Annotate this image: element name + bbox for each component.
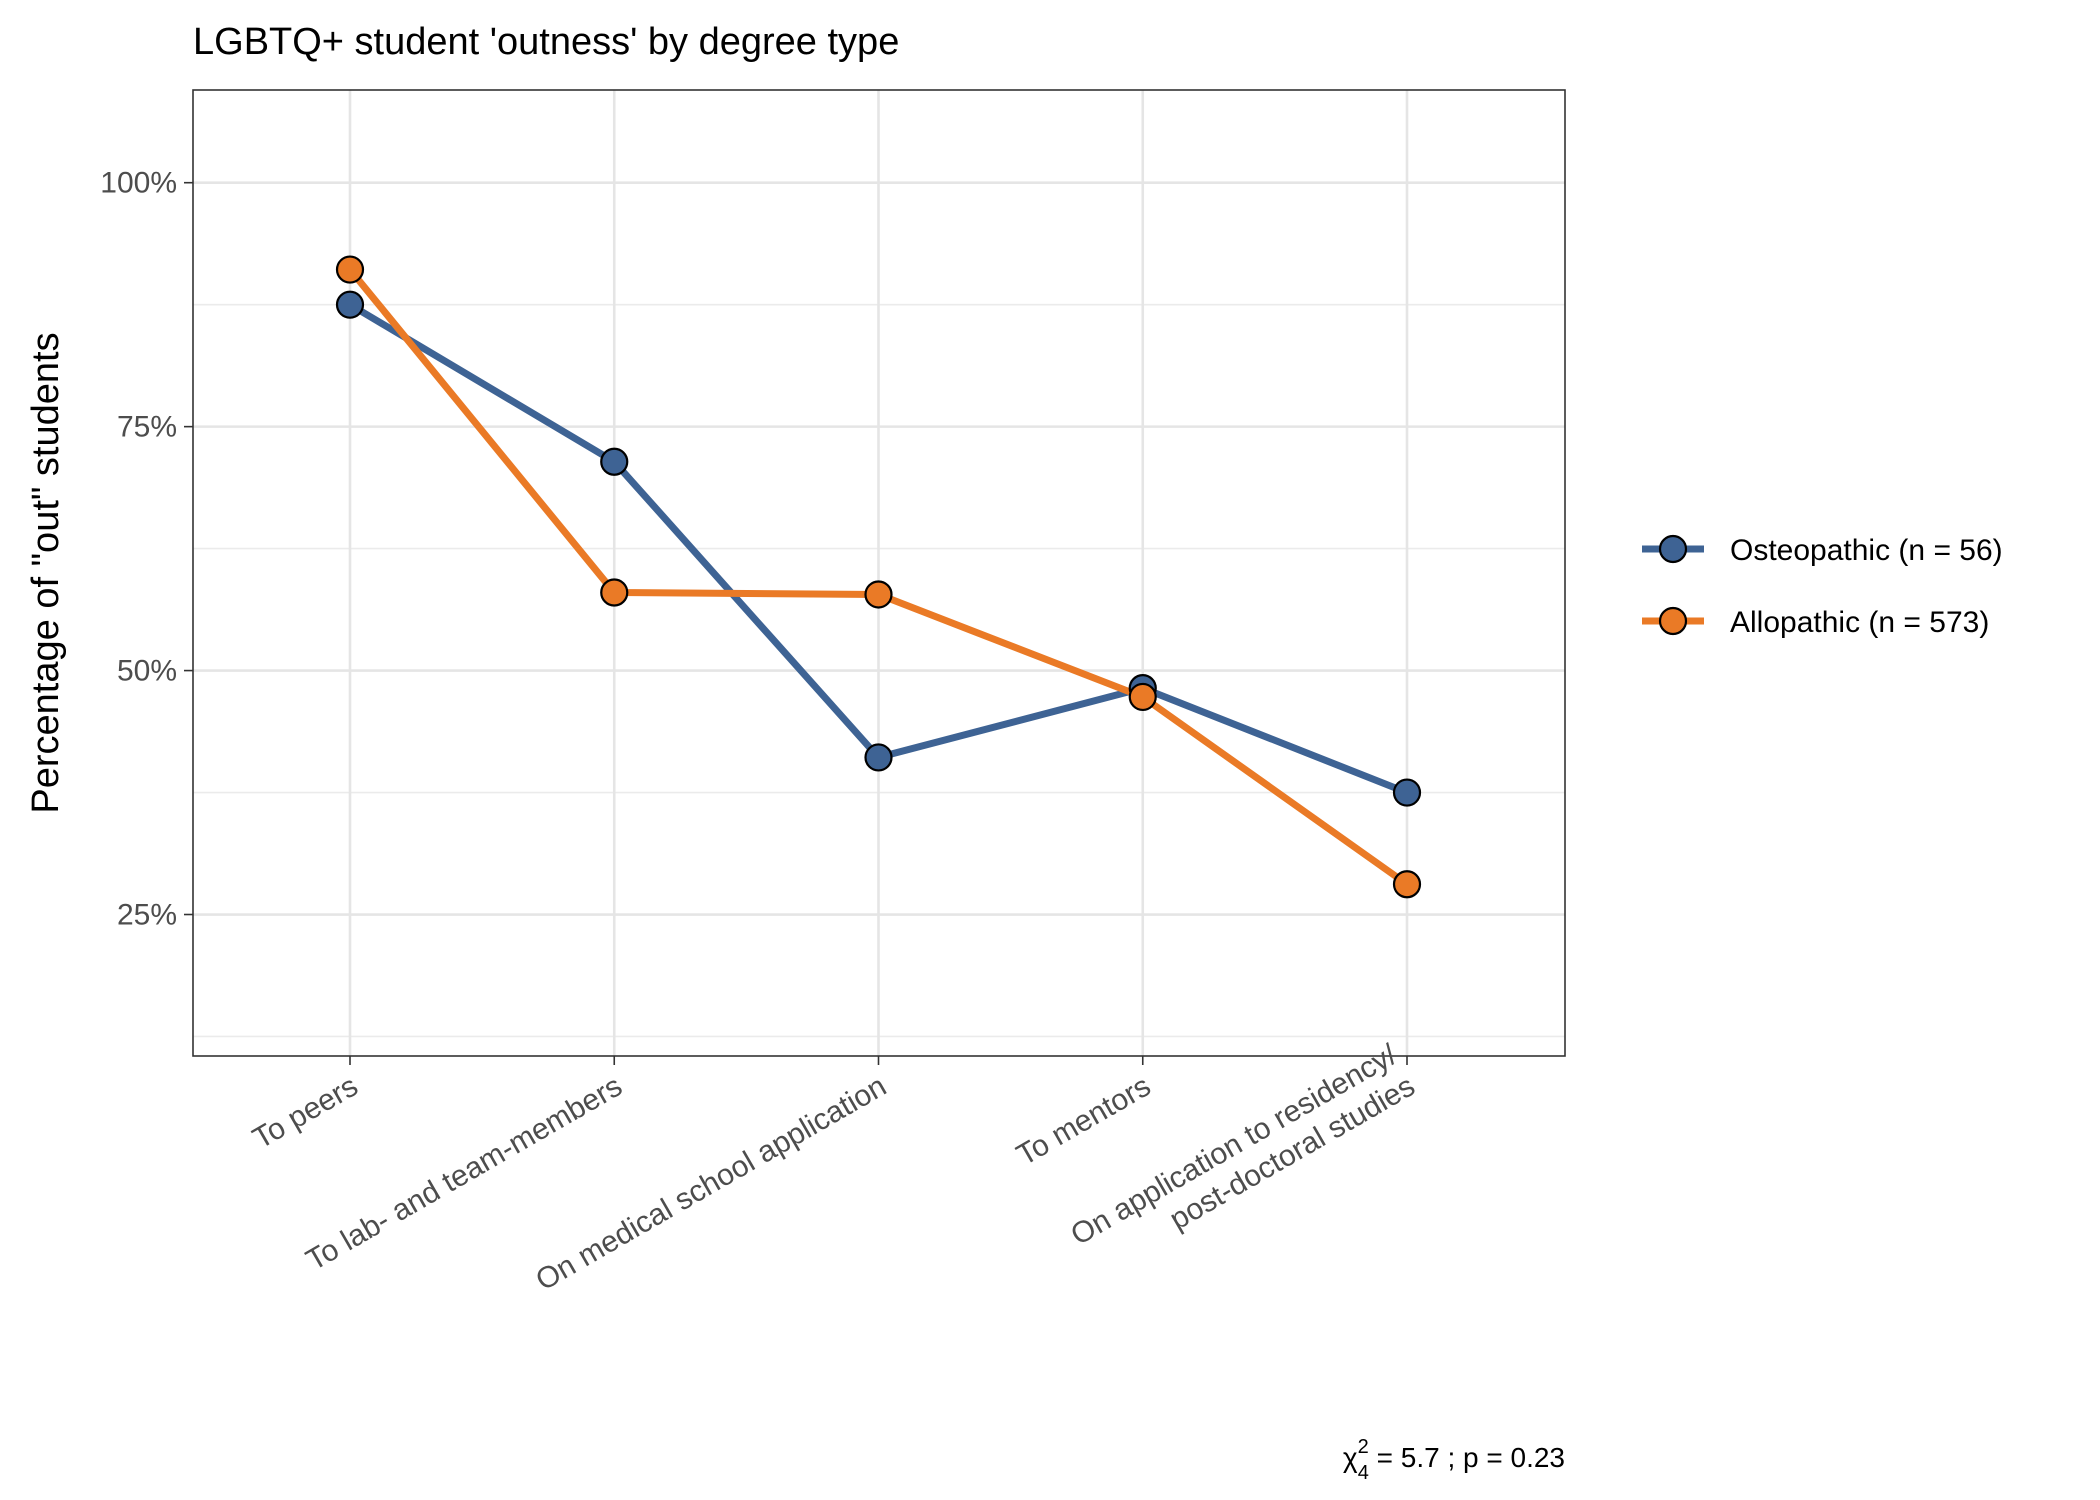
- chart-title: LGBTQ+ student 'outness' by degree type: [193, 21, 899, 63]
- series: [335, 255, 1422, 899]
- data-point: [1392, 778, 1422, 807]
- legend-key-marker: [1658, 606, 1688, 636]
- stat-text: = 5.7 ; p = 0.23: [1369, 1442, 1565, 1473]
- y-tick-label: 75%: [117, 411, 177, 444]
- y-tick-label: 50%: [117, 655, 177, 688]
- x-tick-label: On application to residency/post-doctora…: [1065, 1038, 1421, 1283]
- legend-label: Osteopathic (n = 56): [1730, 534, 2003, 567]
- data-point: [335, 290, 365, 319]
- x-tick-label: To mentors: [1011, 1069, 1156, 1172]
- data-point: [1392, 870, 1422, 899]
- chi-superscript: 2: [1358, 1436, 1369, 1458]
- chi-symbol: χ: [1343, 1442, 1358, 1473]
- data-point: [600, 578, 629, 607]
- data-point: [600, 447, 629, 476]
- data-point: [1128, 682, 1157, 712]
- y-axis-title: Percentage of "out" students: [25, 332, 67, 813]
- grid: [193, 90, 1565, 1056]
- y-tick-label: 25%: [117, 899, 177, 932]
- x-tick-label: To peers: [247, 1069, 363, 1155]
- y-tick-label: 100%: [100, 167, 177, 200]
- legend-key-marker: [1658, 534, 1688, 564]
- data-point: [864, 580, 893, 609]
- data-point: [335, 255, 365, 284]
- legend-label: Allopathic (n = 573): [1730, 606, 1989, 639]
- stat-annotation: χ2 4 = 5.7 ; p = 0.23: [1343, 1436, 1565, 1484]
- data-point: [864, 743, 893, 772]
- chi-subscript: 4: [1358, 1462, 1369, 1484]
- legend: Osteopathic (n = 56) Allopathic (n = 573): [1642, 534, 2003, 639]
